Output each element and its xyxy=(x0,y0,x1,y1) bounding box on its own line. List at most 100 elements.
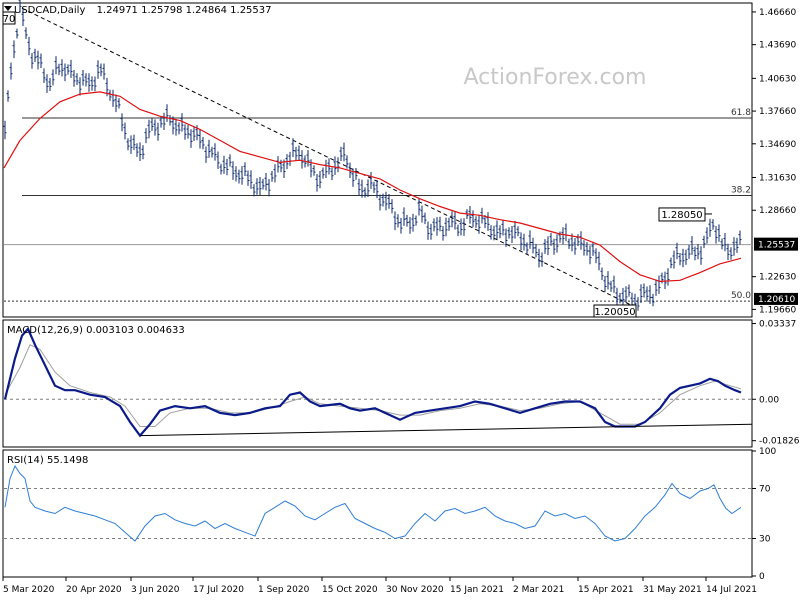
price-bar xyxy=(237,169,241,184)
price-bar xyxy=(246,170,250,186)
price-bar xyxy=(717,224,721,242)
price-bar xyxy=(372,181,376,193)
ohlc-text: 1.24971 1.25798 1.24864 1.25537 xyxy=(97,5,272,16)
price-bar xyxy=(720,238,724,250)
price-bar xyxy=(15,28,19,39)
price-bar xyxy=(414,215,418,226)
rsi-y-tick-label: 0 xyxy=(759,572,765,582)
price-bar xyxy=(645,286,649,302)
price-bar xyxy=(567,238,571,249)
price-bar xyxy=(735,237,739,253)
price-bar xyxy=(552,238,556,255)
x-tick-label: 1 Sep 2020 xyxy=(258,585,310,595)
fib-label: 50.0 xyxy=(731,291,751,301)
price-bar xyxy=(162,112,166,131)
price-bar xyxy=(708,218,712,237)
price-bar xyxy=(621,287,625,306)
price-bar xyxy=(597,251,601,271)
price-bar xyxy=(207,139,211,158)
price-bar xyxy=(495,220,499,240)
x-tick-label: 31 May 2021 xyxy=(643,585,702,595)
price-bar xyxy=(117,98,121,109)
price-bar xyxy=(360,179,364,198)
price-bar xyxy=(6,90,10,102)
price-bar xyxy=(489,225,493,240)
price-bar xyxy=(531,237,535,254)
price-bar xyxy=(363,187,367,198)
price-bar xyxy=(498,225,502,239)
price-bar xyxy=(651,293,655,307)
moving-average-line xyxy=(3,91,742,283)
price-bar xyxy=(606,271,610,290)
price-bar xyxy=(183,124,187,140)
price-bar xyxy=(546,236,550,256)
price-bar xyxy=(267,178,271,197)
price-bar xyxy=(123,122,127,140)
price-bar xyxy=(165,104,169,122)
price-bar xyxy=(231,161,235,180)
price-bar xyxy=(30,52,34,69)
price-y-tick-label: 1.22630 xyxy=(759,273,796,283)
price-bar xyxy=(555,234,559,253)
price-bar xyxy=(36,50,40,70)
price-bar xyxy=(201,136,205,150)
price-bar xyxy=(639,284,643,304)
price-bar xyxy=(132,134,136,151)
price-bar xyxy=(18,0,22,13)
price-y-tick-label: 1.40630 xyxy=(759,74,796,84)
price-bar xyxy=(588,245,592,265)
price-bar xyxy=(594,248,598,264)
x-tick-label: 3 Jun 2020 xyxy=(131,585,180,595)
price-bar xyxy=(612,275,616,293)
price-bar xyxy=(150,118,154,131)
price-bar xyxy=(306,150,310,167)
price-bar xyxy=(663,271,667,289)
price-bar xyxy=(459,218,463,236)
price-bar xyxy=(222,155,226,174)
price-bar xyxy=(243,162,247,177)
price-bar xyxy=(261,178,265,190)
price-bar xyxy=(600,267,604,281)
price-bar xyxy=(477,215,481,234)
price-bar xyxy=(468,205,472,224)
price-bar xyxy=(390,199,394,214)
price-bar xyxy=(573,238,577,255)
price-bar xyxy=(228,154,232,167)
price-y-tick-label: 1.37660 xyxy=(759,107,796,117)
price-bar xyxy=(189,129,193,148)
price-bar xyxy=(396,214,400,228)
price-bar xyxy=(519,232,523,251)
current-price-label: 1.25537 xyxy=(758,241,795,251)
price-bar xyxy=(666,268,670,286)
price-bar xyxy=(399,217,403,234)
x-tick-label: 30 Nov 2020 xyxy=(386,585,444,595)
x-tick-label: 17 Jul 2020 xyxy=(193,585,244,595)
price-bar xyxy=(585,242,589,256)
price-bar xyxy=(441,226,445,241)
price-bar xyxy=(438,216,442,232)
macd-panel-frame xyxy=(2,319,753,448)
price-bar xyxy=(423,212,427,225)
price-bar xyxy=(216,151,220,169)
price-bar xyxy=(582,240,586,256)
price-bar xyxy=(705,227,709,244)
price-y-tick-label: 1.46660 xyxy=(759,8,796,18)
price-bar xyxy=(603,275,607,293)
price-bar xyxy=(120,113,124,132)
price-bar xyxy=(366,179,370,198)
price-bar xyxy=(540,252,544,267)
price-bar xyxy=(510,225,514,244)
price-bar xyxy=(591,241,595,256)
price-bar xyxy=(417,197,421,216)
price-bar xyxy=(684,249,688,265)
price-bar xyxy=(126,138,130,151)
price-bar xyxy=(129,135,133,154)
low-label-text: 1.20050 xyxy=(594,307,635,318)
price-bar xyxy=(453,211,457,230)
price-bar xyxy=(525,242,529,255)
high-label-text: 1.28050 xyxy=(661,210,702,221)
price-bar xyxy=(90,76,94,91)
price-bar xyxy=(264,173,268,191)
price-bar xyxy=(672,250,676,269)
